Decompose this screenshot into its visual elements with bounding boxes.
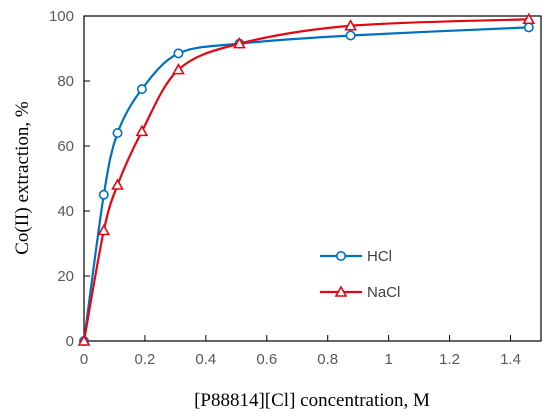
x-tick-label: 1.4	[500, 351, 521, 368]
series-line-hcl	[82, 26, 529, 342]
y-tick-label: 20	[57, 268, 74, 285]
y-tick-label: 60	[57, 138, 74, 155]
series-line-nacl	[82, 18, 529, 342]
legend-label-nacl: NaCl	[367, 284, 400, 301]
data-point-nacl	[522, 12, 536, 25]
y-tick-label: 80	[57, 73, 74, 90]
legend: HCl NaCl	[320, 248, 400, 301]
plot-area: 0 20 40 60 80 100 0 0.2 0.4 0.6 0.8 1 1.2 1.4	[49, 8, 542, 368]
data-point-hcl	[173, 48, 184, 59]
x-tick-label: 1	[384, 351, 392, 368]
x-tick-label: 0	[80, 351, 88, 368]
data-point-nacl	[135, 124, 149, 137]
data-point-hcl	[136, 84, 147, 95]
series-layer	[77, 12, 536, 346]
data-point-nacl	[233, 36, 246, 49]
data-point-hcl	[523, 22, 534, 33]
x-axis: 0 0.2 0.4 0.6 0.8 1 1.2 1.4	[80, 335, 521, 368]
series-hcl	[79, 22, 534, 346]
data-point-nacl	[344, 19, 357, 31]
legend-marker-nacl	[334, 285, 348, 297]
legend-item-nacl: NaCl	[320, 284, 400, 301]
series-nacl	[77, 12, 536, 346]
data-point-hcl	[345, 30, 356, 41]
data-point-nacl	[97, 223, 111, 236]
data-point-nacl	[111, 178, 124, 190]
data-point-hcl	[112, 128, 123, 139]
x-tick-label: 0.2	[135, 351, 156, 368]
y-tick-label: 0	[66, 333, 74, 350]
y-axis-title: Co(II) extraction, %	[12, 101, 33, 255]
legend-label-hcl: HCl	[367, 248, 392, 265]
data-point-nacl	[77, 334, 91, 346]
y-tick-label: 40	[57, 203, 74, 220]
legend-item-hcl: HCl	[320, 248, 392, 265]
y-axis: 0 20 40 60 80 100	[49, 8, 90, 350]
x-axis-title: [P88814][Cl] concentration, M	[194, 390, 430, 411]
x-tick-label: 0.8	[317, 351, 338, 368]
plot-frame	[83, 15, 542, 342]
y-tick-label: 100	[49, 8, 74, 25]
legend-marker-hcl	[335, 251, 346, 262]
x-tick-label: 0.4	[195, 351, 216, 368]
data-point-hcl	[98, 189, 109, 200]
x-tick-label: 1.2	[439, 351, 460, 368]
data-point-nacl	[172, 62, 185, 75]
x-tick-label: 0.6	[256, 351, 277, 368]
